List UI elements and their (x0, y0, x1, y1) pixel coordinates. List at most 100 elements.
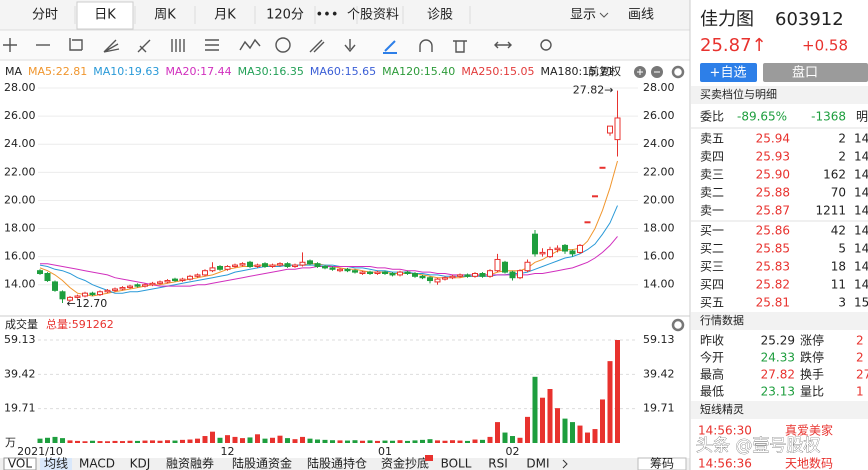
volume-bar (67, 440, 73, 443)
volume-bar (307, 438, 313, 443)
volume-bar (127, 440, 133, 443)
candle-body (52, 281, 58, 291)
volume-bar (532, 376, 538, 443)
volume-bar (120, 441, 125, 443)
dropdown-arrow (599, 12, 609, 18)
section-title: 行情数据 (700, 313, 744, 327)
candle-body (67, 296, 73, 301)
volume-bar (202, 436, 208, 443)
order-tab[interactable] (763, 63, 868, 82)
legend-entry: MA5:22.81 (28, 65, 87, 78)
chip-button[interactable] (637, 457, 687, 470)
sprite-stock[interactable]: 真爱美家 (785, 423, 833, 438)
y-tick-label: 14.00 (4, 278, 36, 291)
tab[interactable]: ••• (315, 8, 338, 23)
volume-bar (540, 397, 545, 443)
volume-bar (277, 435, 283, 443)
indicator-tab[interactable]: MACD (79, 457, 115, 470)
watch-button[interactable] (700, 63, 757, 82)
tab[interactable]: 个股资料 (347, 8, 399, 23)
draw-menu[interactable]: 画线 (628, 8, 654, 23)
ask-label: 卖二 (700, 186, 724, 200)
candle-body (509, 271, 516, 279)
ratio-more: 明 (856, 110, 868, 124)
ask-extra: 14 (854, 132, 868, 146)
y-tick-label: 59.13 (4, 333, 36, 346)
volume-bar (457, 440, 463, 443)
indicator-tab[interactable]: BOLL (441, 457, 472, 470)
y-tick-label: 18.00 (4, 222, 36, 235)
indicator-tab[interactable]: VOL (8, 457, 32, 470)
indicator-tab[interactable]: 融资融券 (166, 456, 214, 470)
legend-entry: MA120:15.40 (382, 65, 455, 78)
sprite-time: 14:56:36 (698, 457, 752, 470)
candle-body (37, 270, 43, 275)
indicator-tab[interactable]: 资金抄底 (381, 456, 429, 470)
watermark: 头条 @壹号股权 (696, 436, 820, 456)
volume-bar (180, 439, 185, 443)
stat-value: 24.33 (761, 351, 795, 365)
section-title: 短线精灵 (700, 402, 744, 416)
volume-bar (397, 440, 403, 443)
candle-body (592, 195, 598, 198)
adjust[interactable]: 前复权 (588, 64, 621, 78)
y-tick-label: 26.00 (643, 109, 675, 122)
y-tick-label: 16.00 (643, 250, 675, 263)
indicator-tab[interactable]: 陆股通资金 (232, 456, 292, 470)
indicator-tab[interactable]: KDJ (130, 457, 151, 470)
candle-body (479, 273, 486, 277)
tab[interactable]: 日K (94, 8, 116, 23)
display-menu[interactable]: 显示 (570, 8, 596, 23)
chip-tab[interactable]: 筹码 (650, 457, 674, 470)
candle-body (202, 270, 208, 276)
volume-bar (262, 438, 268, 443)
bid-price: 25.81 (756, 296, 790, 310)
candle-body (359, 271, 366, 275)
tab[interactable]: 分时 (32, 8, 58, 23)
indicator-tab[interactable]: 陆股通持仓 (307, 456, 367, 470)
volume-bar (142, 440, 148, 443)
badge (425, 455, 433, 461)
y-tick-label: 39.42 (643, 367, 675, 380)
more-arrow[interactable] (562, 459, 568, 469)
indicator-bar (0, 458, 690, 470)
candle-body (179, 278, 186, 282)
candle-body (187, 275, 193, 280)
bid-volume: 11 (831, 278, 846, 292)
stat-label: 最低 (700, 385, 724, 399)
bid-price: 25.83 (756, 260, 790, 274)
stat-label: 跌停 (800, 350, 824, 365)
volume-bar (105, 441, 110, 443)
tab-selected (3, 457, 37, 470)
tab[interactable]: 月K (214, 8, 236, 23)
candle-body (517, 270, 523, 279)
volume-bar (607, 361, 613, 443)
settings[interactable] (671, 65, 685, 79)
volume-bar (487, 436, 493, 443)
bid-volume: 3 (838, 296, 846, 310)
stat-value: 25.29 (761, 334, 795, 348)
order-tab-label[interactable]: 盘口 (792, 65, 818, 81)
volume-bar (510, 436, 515, 443)
candle-body (127, 285, 133, 289)
volume-bar (562, 418, 568, 443)
sprite-stock[interactable]: 天地数码 (785, 456, 833, 470)
candle-body (217, 265, 223, 270)
candle-body (554, 247, 561, 251)
watch-label[interactable]: +自选 (710, 66, 747, 81)
settings[interactable] (671, 318, 685, 332)
candle-body (254, 264, 261, 267)
indicator-tab[interactable]: DMI (526, 457, 549, 470)
y-tick-label: 18.00 (643, 222, 675, 235)
tab[interactable]: 周K (154, 8, 176, 23)
tab[interactable]: 诊股 (427, 8, 453, 23)
legend-entry: MA30:16.35 (238, 65, 304, 78)
tab[interactable]: 120分 (266, 8, 304, 23)
volume-bar (187, 439, 193, 443)
volume-bar (322, 439, 328, 443)
y-tick-label: 16.00 (4, 250, 36, 263)
indicator-tab[interactable]: 均线 (44, 457, 68, 470)
volume-bar (172, 440, 178, 443)
indicator-tab[interactable]: RSI (488, 457, 508, 470)
